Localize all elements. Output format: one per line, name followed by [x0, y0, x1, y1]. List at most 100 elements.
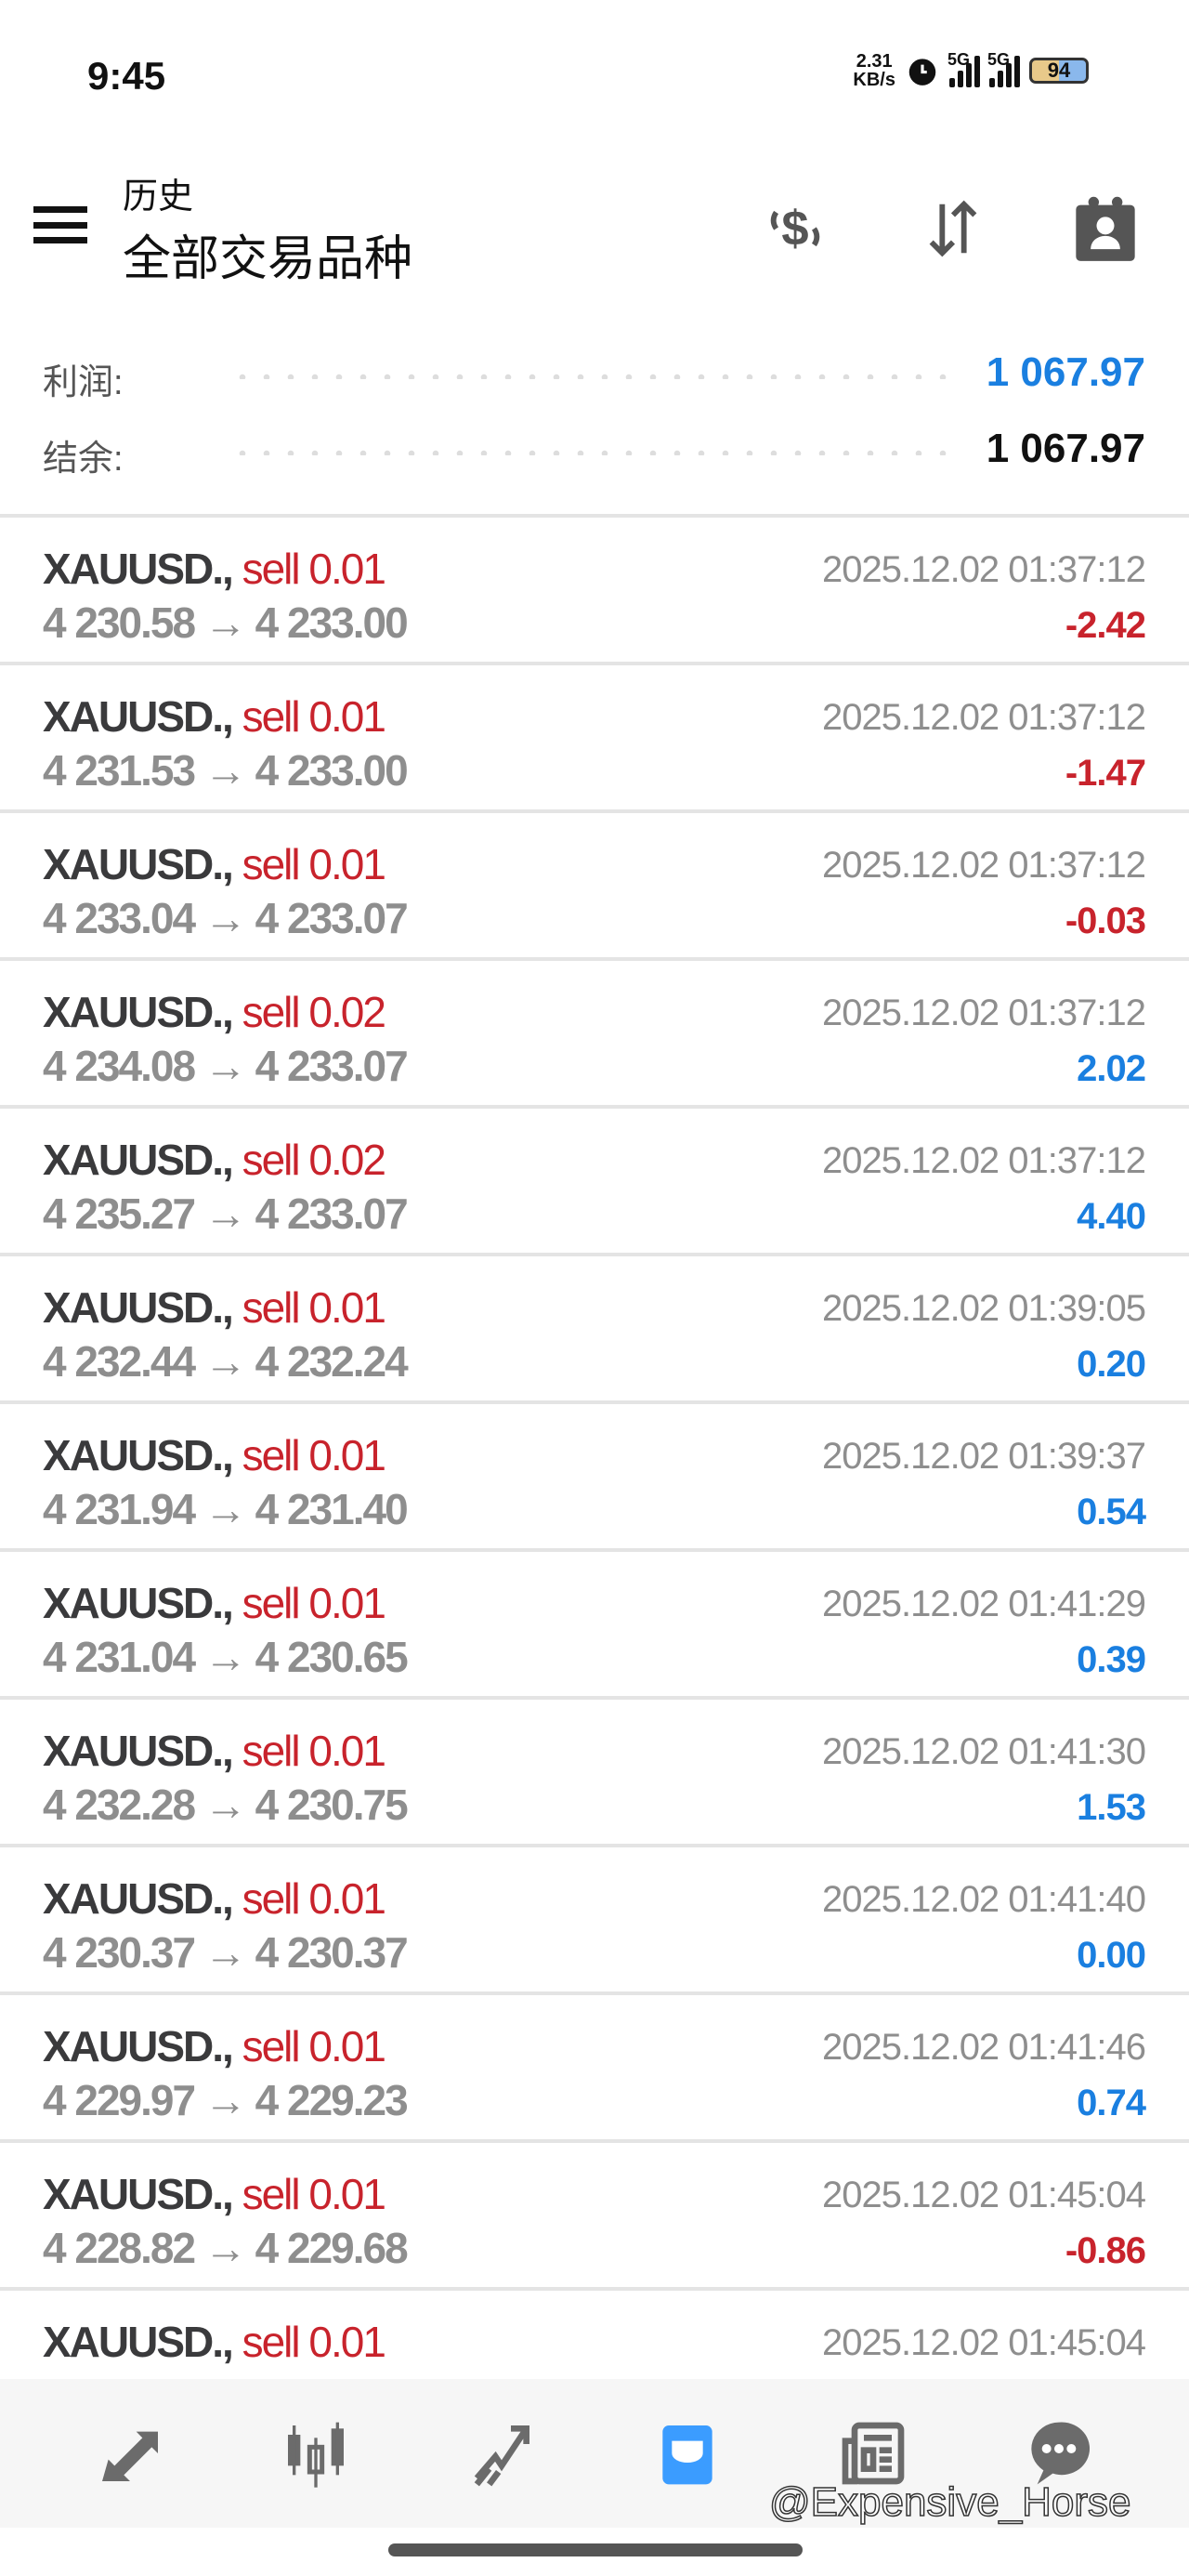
trade-time: 2025.12.02 01:41:40	[821, 1879, 1146, 1920]
trade-row[interactable]: XAUUSD., sell 0.01 4 233.04 → 4 233.07 2…	[0, 809, 1189, 957]
sort-icon[interactable]	[916, 191, 990, 266]
trade-profit: 0.39	[1077, 1639, 1146, 1680]
page-title[interactable]: 全部交易品种	[123, 232, 413, 286]
news-icon[interactable]	[831, 2412, 915, 2495]
trade-time: 2025.12.02 01:37:12	[821, 992, 1146, 1033]
app-header: 历史 全部交易品种 $	[0, 158, 1189, 297]
trade-symbol: XAUUSD., sell 0.01	[43, 2318, 386, 2366]
trade-list: XAUUSD., sell 0.01 4 230.58 → 4 233.00 2…	[0, 514, 1189, 2435]
trade-icon[interactable]	[460, 2412, 543, 2495]
trade-symbol: XAUUSD., sell 0.01	[43, 2170, 386, 2218]
bottom-nav	[0, 2379, 1189, 2528]
trade-prices: 4 229.97 → 4 229.23	[43, 2076, 409, 2124]
trade-profit: 1.53	[1077, 1787, 1146, 1828]
balance-row: 结余: 1 067.97	[43, 426, 1145, 479]
battery-icon: 94	[1029, 58, 1089, 84]
svg-text:$: $	[781, 202, 808, 256]
trade-time: 2025.12.02 01:45:04	[821, 2175, 1146, 2215]
trade-prices: 4 231.53 → 4 233.00	[43, 746, 409, 795]
trade-row[interactable]: XAUUSD., sell 0.01 4 230.37 → 4 230.37 2…	[0, 1844, 1189, 1991]
trade-symbol: XAUUSD., sell 0.01	[43, 545, 386, 593]
trade-prices: 4 235.27 → 4 233.07	[43, 1189, 409, 1238]
alarm-icon	[908, 59, 936, 85]
trade-time: 2025.12.02 01:37:12	[821, 697, 1146, 738]
trade-symbol: XAUUSD., sell 0.01	[43, 1727, 386, 1775]
trade-symbol: XAUUSD., sell 0.02	[43, 988, 386, 1036]
quotes-icon[interactable]	[88, 2412, 172, 2495]
trade-side: sell 0.01	[242, 1727, 386, 1775]
trade-prices: 4 230.37 → 4 230.37	[43, 1928, 409, 1977]
status-bar: 9:45 2.31 KB/s 5G 5G 94	[0, 0, 1189, 139]
trade-side: sell 0.01	[242, 1431, 386, 1479]
trade-symbol: XAUUSD., sell 0.01	[43, 1283, 386, 1332]
trade-prices: 4 230.58 → 4 233.00	[43, 598, 409, 647]
trade-side: sell 0.02	[242, 988, 386, 1036]
trade-profit: 0.00	[1077, 1935, 1146, 1976]
trade-row[interactable]: XAUUSD., sell 0.01 → 2025.12.02 01:45:04	[0, 2287, 1189, 2435]
trade-profit: 0.20	[1077, 1344, 1146, 1385]
profit-row: 利润: 1 067.97	[43, 349, 1145, 402]
trade-side: sell 0.01	[242, 840, 386, 888]
trade-symbol: XAUUSD., sell 0.01	[43, 840, 386, 888]
chart-icon[interactable]	[274, 2412, 358, 2495]
trade-row[interactable]: XAUUSD., sell 0.01 4 232.44 → 4 232.24 2…	[0, 1253, 1189, 1400]
trade-symbol: XAUUSD., sell 0.01	[43, 1579, 386, 1627]
trade-prices: 4 232.44 → 4 232.24	[43, 1337, 409, 1386]
trade-time: 2025.12.02 01:37:12	[821, 549, 1146, 590]
trade-prices: 4 234.08 → 4 233.07	[43, 1042, 409, 1090]
messages-icon[interactable]	[1017, 2412, 1101, 2495]
trade-prices: 4 231.04 → 4 230.65	[43, 1633, 409, 1681]
calendar-contact-icon[interactable]	[1068, 191, 1143, 266]
trade-time: 2025.12.02 01:41:30	[821, 1731, 1146, 1772]
trade-row[interactable]: XAUUSD., sell 0.01 4 228.82 → 4 229.68 2…	[0, 2139, 1189, 2287]
trade-row[interactable]: XAUUSD., sell 0.01 4 231.94 → 4 231.40 2…	[0, 1400, 1189, 1548]
trade-symbol: XAUUSD., sell 0.02	[43, 1136, 386, 1184]
history-icon[interactable]	[646, 2412, 729, 2495]
trade-side: sell 0.01	[242, 1283, 386, 1332]
trade-prices: 4 232.28 → 4 230.75	[43, 1781, 409, 1829]
trade-profit: 0.54	[1077, 1492, 1146, 1532]
trade-prices: 4 228.82 → 4 229.68	[43, 2224, 409, 2272]
trade-side: sell 0.01	[242, 545, 386, 593]
trade-prices: 4 233.04 → 4 233.07	[43, 894, 409, 942]
signal-icon: 5G	[947, 50, 980, 87]
trade-row[interactable]: XAUUSD., sell 0.02 4 235.27 → 4 233.07 2…	[0, 1105, 1189, 1253]
trade-row[interactable]: XAUUSD., sell 0.02 4 234.08 → 4 233.07 2…	[0, 957, 1189, 1105]
home-indicator[interactable]	[388, 2543, 803, 2556]
trade-row[interactable]: XAUUSD., sell 0.01 4 231.04 → 4 230.65 2…	[0, 1548, 1189, 1696]
watermark: @Expensive_Horse	[768, 2478, 1131, 2526]
trade-profit: -0.03	[1065, 900, 1146, 941]
trade-side: sell 0.01	[242, 2170, 386, 2218]
trade-profit: 2.02	[1077, 1048, 1146, 1089]
trade-time: 2025.12.02 01:37:12	[821, 1140, 1146, 1181]
trade-profit: -2.42	[1065, 605, 1146, 646]
trade-side: sell 0.01	[242, 2022, 386, 2070]
trade-row[interactable]: XAUUSD., sell 0.01 4 232.28 → 4 230.75 2…	[0, 1696, 1189, 1844]
trade-row[interactable]: XAUUSD., sell 0.01 4 231.53 → 4 233.00 2…	[0, 662, 1189, 809]
page-subtitle: 历史	[123, 177, 194, 217]
balance-value: 1 067.97	[986, 426, 1145, 471]
trade-time: 2025.12.02 01:45:04	[821, 2322, 1146, 2363]
net-speed: 2.31 KB/s	[853, 51, 895, 90]
trade-symbol: XAUUSD., sell 0.01	[43, 1874, 386, 1923]
trade-symbol: XAUUSD., sell 0.01	[43, 692, 386, 741]
signal-icon: 5G	[987, 50, 1020, 87]
trade-profit: 0.74	[1077, 2083, 1146, 2123]
status-icons: 2.31 KB/s 5G 5G 94	[853, 50, 1089, 90]
trade-time: 2025.12.02 01:39:05	[821, 1288, 1146, 1329]
trade-time: 2025.12.02 01:41:46	[821, 2027, 1146, 2068]
trade-profit: -1.47	[1065, 753, 1146, 794]
trade-side: sell 0.01	[242, 1579, 386, 1627]
currency-exchange-icon[interactable]: $	[758, 191, 832, 266]
trade-time: 2025.12.02 01:37:12	[821, 845, 1146, 886]
trade-row[interactable]: XAUUSD., sell 0.01 4 229.97 → 4 229.23 2…	[0, 1991, 1189, 2139]
trade-row[interactable]: XAUUSD., sell 0.01 4 230.58 → 4 233.00 2…	[0, 514, 1189, 662]
trade-time: 2025.12.02 01:41:29	[821, 1584, 1146, 1624]
clock: 9:45	[87, 54, 166, 98]
trade-side: sell 0.01	[242, 692, 386, 741]
trade-time: 2025.12.02 01:39:37	[821, 1436, 1146, 1477]
menu-icon[interactable]	[33, 206, 87, 243]
trade-prices: 4 231.94 → 4 231.40	[43, 1485, 409, 1533]
trade-symbol: XAUUSD., sell 0.01	[43, 2022, 386, 2070]
trade-side: sell 0.02	[242, 1136, 386, 1184]
